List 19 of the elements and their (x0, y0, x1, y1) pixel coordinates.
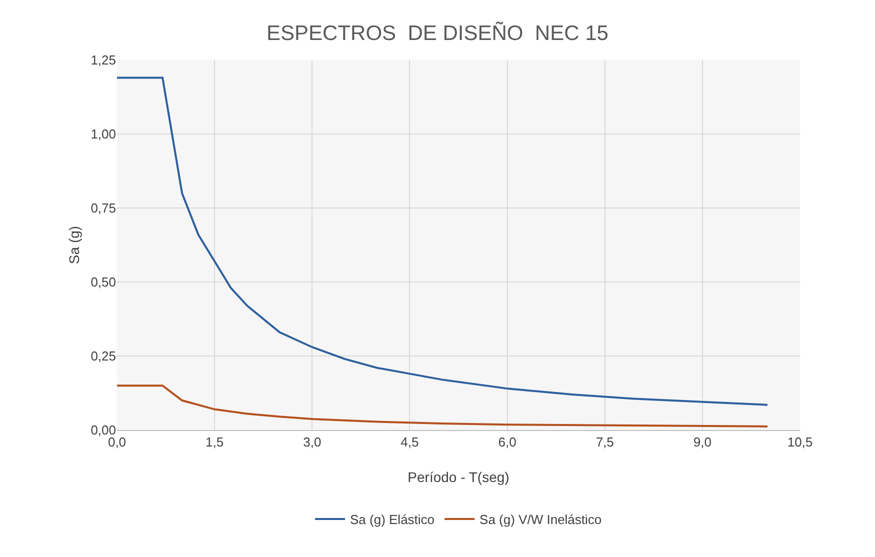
x-tick-label: 10,5 (787, 434, 813, 450)
y-tick-label: 1,25 (90, 52, 116, 68)
x-tick-label: 6,0 (498, 434, 516, 450)
chart-title: ESPECTROS DE DISEÑO NEC 15 (266, 20, 608, 45)
x-tick-label: 7,5 (596, 434, 614, 450)
x-tick-label: 9,0 (693, 434, 712, 450)
y-tick-label: 0,25 (90, 348, 116, 364)
y-tick-label: 0,75 (90, 200, 116, 216)
y-tick-label: 1,00 (90, 126, 116, 142)
line-series (117, 384, 768, 428)
y-axis-title: Sa (g) (66, 226, 82, 264)
line-series (117, 76, 768, 406)
x-tick-label: 3,0 (303, 434, 322, 450)
x-axis-title: Período - T(seg) (408, 469, 510, 485)
y-tick-label: 0,50 (90, 274, 116, 290)
legend-label: Sa (g) V/W Inelástico (480, 512, 602, 528)
x-tick-label: 4,5 (400, 434, 419, 450)
x-tick-label: 1,5 (206, 434, 224, 450)
legend-label: Sa (g) Elástico (350, 512, 435, 528)
